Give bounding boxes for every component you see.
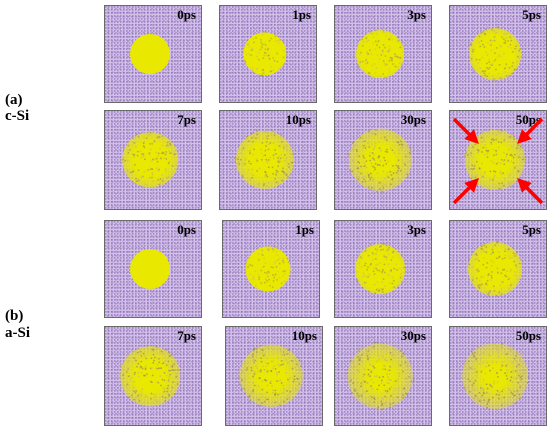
- part-b-label: (b): [5, 308, 24, 324]
- cluster-disk: [130, 34, 171, 74]
- cluster-speckle: [241, 30, 288, 78]
- time-label: 0ps: [177, 7, 196, 22]
- cluster-speckle: [357, 29, 404, 79]
- snapshot-panel: 30ps: [334, 110, 432, 210]
- cluster-speckle: [355, 242, 406, 296]
- time-label: 7ps: [177, 328, 196, 343]
- snapshot-panel: 7ps: [104, 110, 202, 210]
- time-label: 5ps: [522, 7, 541, 22]
- arrow: [452, 178, 479, 205]
- snapshot-panel: 1ps: [219, 5, 317, 103]
- snapshot-panel: 1ps: [222, 220, 320, 318]
- time-label: 1ps: [292, 7, 311, 22]
- snapshot-panel: 5ps: [449, 220, 547, 318]
- part-a-label: (a): [5, 92, 23, 108]
- arrow: [517, 178, 544, 205]
- cluster-disk: [356, 30, 405, 78]
- cluster-speckle: [468, 240, 521, 297]
- snapshot-panel: 50ps: [449, 110, 547, 210]
- snapshot-panel: 3ps: [334, 220, 432, 318]
- time-label: 3ps: [407, 7, 426, 22]
- time-label: 10ps: [285, 112, 311, 127]
- cluster-speckle: [462, 342, 530, 409]
- snapshot-panel: 7ps: [104, 326, 202, 426]
- cluster-speckle: [468, 26, 522, 82]
- snapshot-panel: 0ps: [104, 220, 202, 318]
- cluster-speckle: [346, 341, 415, 411]
- cluster-speckle: [237, 344, 304, 407]
- part-b-material: a-Si: [5, 325, 31, 341]
- cluster-disk: [243, 32, 287, 76]
- cluster-speckle: [120, 344, 182, 403]
- compression-arrows: [452, 117, 544, 205]
- time-label: 50ps: [515, 112, 541, 127]
- snapshot-panel: 3ps: [334, 5, 432, 103]
- snapshot-panel: 10ps: [219, 110, 317, 210]
- snapshot-panel: 50ps: [449, 326, 547, 426]
- time-label: 10ps: [291, 328, 317, 343]
- snapshot-panel: 0ps: [104, 5, 202, 103]
- part-a-material: c-Si: [5, 108, 30, 124]
- cluster-disk: [245, 246, 291, 292]
- snapshot-panel: 10ps: [225, 326, 323, 426]
- arrow: [517, 117, 544, 144]
- time-label: 50ps: [515, 328, 541, 343]
- time-label: 5ps: [522, 222, 541, 237]
- arrow: [452, 117, 479, 144]
- time-label: 30ps: [400, 112, 426, 127]
- time-label: 3ps: [407, 222, 426, 237]
- snapshot-panel: 30ps: [334, 326, 432, 426]
- snapshot-panel: 5ps: [449, 5, 547, 103]
- cluster-speckle: [244, 245, 291, 289]
- time-label: 7ps: [177, 112, 196, 127]
- cluster-speckle: [121, 130, 178, 189]
- time-label: 30ps: [400, 328, 426, 343]
- time-label: 0ps: [177, 222, 196, 237]
- cluster-disk: [130, 249, 171, 289]
- cluster-speckle: [347, 128, 412, 193]
- cluster-disk: [347, 343, 413, 409]
- time-label: 1ps: [295, 222, 314, 237]
- cluster-speckle: [233, 129, 297, 187]
